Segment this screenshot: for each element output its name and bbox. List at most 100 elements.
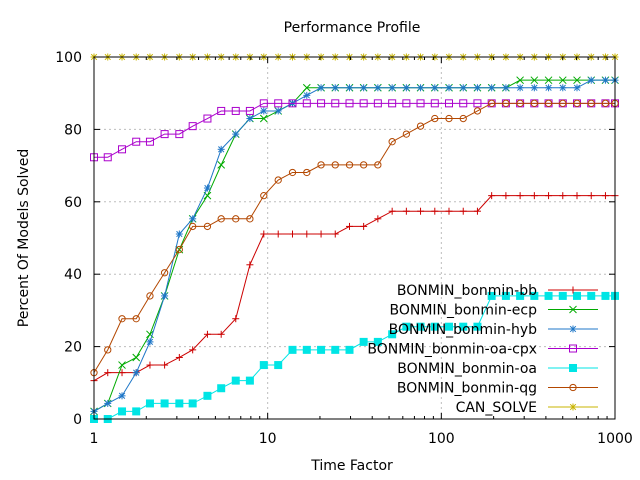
data-point <box>346 84 354 92</box>
data-point <box>559 84 567 92</box>
data-point <box>245 376 254 385</box>
data-point <box>559 99 567 107</box>
data-point <box>188 399 197 408</box>
data-point <box>303 168 311 177</box>
data-point <box>459 114 467 123</box>
data-point <box>445 207 453 215</box>
data-point <box>402 322 411 331</box>
data-point <box>488 192 496 200</box>
data-point <box>118 145 127 154</box>
legend-marker <box>569 364 577 372</box>
data-point <box>118 361 126 369</box>
legend-label: BONMIN_bonmin-bb <box>397 283 537 299</box>
legend-item: BONMIN_bonmin-hyb <box>389 322 598 338</box>
data-point <box>203 184 211 192</box>
data-point <box>445 114 453 123</box>
data-point <box>459 207 467 215</box>
data-point <box>175 130 184 139</box>
data-point <box>175 353 183 361</box>
data-point <box>501 291 510 300</box>
data-point <box>345 161 354 169</box>
legend-label: BONMIN_bonmin-ecp <box>389 303 537 319</box>
y-tick-label: 100 <box>55 50 82 66</box>
data-point <box>260 107 268 115</box>
data-point <box>302 99 311 108</box>
chart-title: Performance Profile <box>284 20 421 36</box>
data-point <box>232 315 240 323</box>
y-tick-label: 80 <box>64 122 82 138</box>
data-point <box>331 230 339 238</box>
data-point <box>246 215 254 223</box>
data-point <box>374 161 382 169</box>
data-point <box>245 106 254 115</box>
data-point <box>402 130 411 138</box>
x-tick-label: 1000 <box>597 431 633 447</box>
data-point <box>217 330 225 338</box>
data-point <box>431 84 439 92</box>
data-point <box>473 107 482 115</box>
data-point <box>416 122 425 130</box>
data-point <box>573 84 581 92</box>
data-point <box>402 84 410 92</box>
data-point <box>416 322 425 331</box>
data-point <box>558 291 567 300</box>
legend-marker <box>569 305 577 314</box>
data-point <box>288 168 297 177</box>
data-point <box>445 84 453 92</box>
data-point <box>188 122 197 131</box>
data-point <box>259 99 268 108</box>
data-point <box>430 322 439 331</box>
data-point <box>373 99 382 108</box>
data-point <box>302 345 311 354</box>
data-point <box>587 99 595 107</box>
data-point <box>217 215 225 223</box>
data-point <box>146 361 154 369</box>
data-point <box>488 84 496 92</box>
data-point <box>417 207 425 215</box>
x-tick-label: 10 <box>259 431 277 447</box>
data-point <box>544 76 553 85</box>
data-point <box>473 207 481 215</box>
data-point <box>416 99 425 108</box>
x-axis-label: Time Factor <box>310 458 393 474</box>
data-point <box>231 106 240 115</box>
data-point <box>516 99 524 107</box>
data-point <box>502 84 510 92</box>
data-point <box>587 192 595 200</box>
data-point <box>303 91 311 99</box>
data-point <box>359 161 368 169</box>
data-point <box>145 137 154 146</box>
data-point <box>345 99 354 108</box>
data-point <box>302 83 311 92</box>
data-point <box>274 99 283 108</box>
series-line <box>93 102 615 373</box>
data-point <box>516 291 525 300</box>
data-point <box>175 245 183 254</box>
data-point <box>573 76 581 85</box>
legend-item: BONMIN_bonmin-oa <box>397 361 598 377</box>
data-point <box>331 161 339 169</box>
data-point <box>175 399 184 408</box>
data-point <box>431 114 439 123</box>
data-point <box>260 191 268 200</box>
data-point <box>445 99 454 108</box>
data-point <box>359 337 368 346</box>
data-point <box>189 222 197 231</box>
data-point <box>118 315 126 323</box>
data-point <box>132 353 141 362</box>
data-point <box>160 130 169 139</box>
data-point <box>231 376 240 385</box>
data-point <box>260 230 268 238</box>
data-point <box>545 84 553 92</box>
data-point <box>132 137 141 146</box>
data-point <box>317 230 325 238</box>
data-point <box>374 215 382 223</box>
data-point <box>274 230 282 238</box>
data-point <box>459 84 467 92</box>
data-point <box>502 99 510 107</box>
data-point <box>601 99 610 107</box>
data-point <box>488 99 496 107</box>
data-point <box>104 399 112 407</box>
legend-label: CAN_SOLVE <box>456 400 537 416</box>
data-point <box>303 230 311 238</box>
